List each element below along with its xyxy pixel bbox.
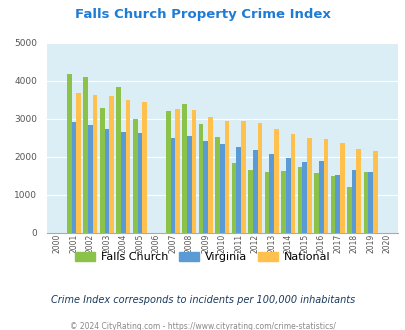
Bar xyxy=(116,87,121,233)
Bar xyxy=(121,132,126,233)
Bar xyxy=(76,93,81,233)
Bar xyxy=(220,144,224,233)
Bar xyxy=(191,111,196,233)
Bar xyxy=(297,167,302,233)
Text: Crime Index corresponds to incidents per 100,000 inhabitants: Crime Index corresponds to incidents per… xyxy=(51,295,354,305)
Bar xyxy=(335,175,339,233)
Bar xyxy=(170,138,175,233)
Bar xyxy=(100,108,104,233)
Bar xyxy=(264,172,269,233)
Bar xyxy=(67,74,71,233)
Bar xyxy=(339,143,344,233)
Bar xyxy=(231,163,236,233)
Bar xyxy=(215,137,220,233)
Bar xyxy=(71,122,76,233)
Bar xyxy=(187,136,191,233)
Bar xyxy=(248,170,252,233)
Bar xyxy=(166,111,170,233)
Bar xyxy=(137,133,142,233)
Bar xyxy=(182,104,187,233)
Bar xyxy=(224,121,229,233)
Text: Falls Church Property Crime Index: Falls Church Property Crime Index xyxy=(75,8,330,21)
Bar xyxy=(198,124,203,233)
Bar xyxy=(88,125,92,233)
Legend: Falls Church, Virginia, National: Falls Church, Virginia, National xyxy=(71,248,334,267)
Bar xyxy=(236,147,241,233)
Bar xyxy=(208,117,212,233)
Bar xyxy=(109,96,113,233)
Text: © 2024 CityRating.com - https://www.cityrating.com/crime-statistics/: © 2024 CityRating.com - https://www.city… xyxy=(70,322,335,330)
Bar xyxy=(252,150,257,233)
Bar xyxy=(285,157,290,233)
Bar xyxy=(346,187,351,233)
Bar xyxy=(203,141,208,233)
Bar xyxy=(323,139,327,233)
Bar xyxy=(351,170,356,233)
Bar xyxy=(104,129,109,233)
Bar xyxy=(372,151,377,233)
Bar xyxy=(83,77,88,233)
Bar xyxy=(92,94,97,233)
Bar xyxy=(313,174,318,233)
Bar xyxy=(281,171,285,233)
Bar xyxy=(356,149,360,233)
Bar xyxy=(175,109,179,233)
Bar xyxy=(302,162,306,233)
Bar xyxy=(126,100,130,233)
Bar xyxy=(132,119,137,233)
Bar xyxy=(257,123,262,233)
Bar xyxy=(142,102,147,233)
Bar xyxy=(318,161,323,233)
Bar xyxy=(273,129,278,233)
Bar xyxy=(306,138,311,233)
Bar xyxy=(363,172,367,233)
Bar xyxy=(241,121,245,233)
Bar xyxy=(269,154,273,233)
Bar xyxy=(330,176,335,233)
Bar xyxy=(290,134,294,233)
Bar xyxy=(367,172,372,233)
